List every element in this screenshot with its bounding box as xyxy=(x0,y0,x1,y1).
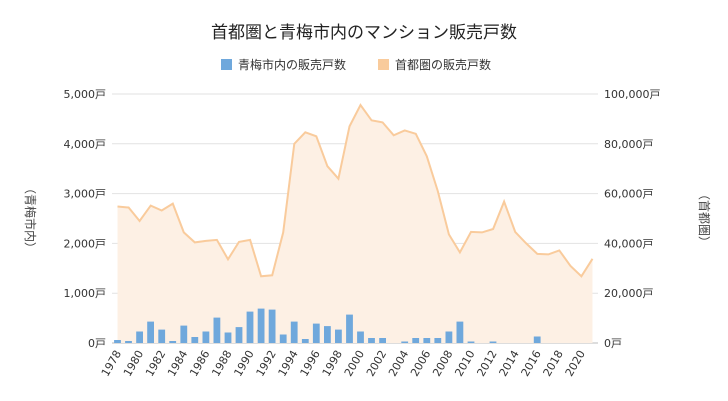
ome-bar xyxy=(445,331,453,343)
x-tick-label: 2004 xyxy=(386,348,411,379)
left-tick-label: 0戸 xyxy=(88,337,106,350)
right-tick-label: 80,000戸 xyxy=(604,138,654,151)
left-axis-label: （青梅市内） xyxy=(23,182,38,254)
x-tick-label: 1978 xyxy=(99,348,124,379)
x-tick-label: 1986 xyxy=(187,348,212,379)
legend: 青梅市内の販売戸数 首都圏の販売戸数 xyxy=(221,57,491,72)
ome-bar xyxy=(202,331,210,343)
ome-bar xyxy=(357,331,364,343)
legend-label-shutoken: 首都圏の販売戸数 xyxy=(395,57,491,72)
x-tick-label: 1994 xyxy=(276,348,301,379)
x-axis-ticks: 1978198019821984198619881990199219941996… xyxy=(99,348,588,379)
ome-bar xyxy=(257,308,265,343)
right-tick-label: 0戸 xyxy=(604,337,622,350)
ome-bar xyxy=(412,338,420,343)
ome-bar xyxy=(224,332,232,343)
x-tick-label: 2016 xyxy=(519,348,544,379)
x-tick-label: 1984 xyxy=(165,348,190,379)
ome-bar xyxy=(379,338,386,343)
ome-bar xyxy=(312,323,320,343)
ome-bar xyxy=(235,327,243,343)
right-tick-label: 100,000戸 xyxy=(604,88,661,101)
ome-bar xyxy=(434,338,442,343)
ome-bar xyxy=(191,337,199,343)
right-axis-ticks: 0戸 20,000戸 40,000戸 60,000戸 80,000戸 100,000戸 xyxy=(604,88,661,350)
ome-bar xyxy=(401,341,409,343)
left-tick-label: 3,000戸 xyxy=(64,188,107,201)
x-tick-label: 1992 xyxy=(254,348,279,379)
ome-bar xyxy=(324,326,331,343)
x-tick-label: 1990 xyxy=(231,348,256,379)
x-tick-label: 1996 xyxy=(298,348,323,379)
left-axis-ticks: 0戸 1,000戸 2,000戸 3,000戸 4,000戸 5,000戸 xyxy=(64,88,107,350)
left-tick-label: 4,000戸 xyxy=(64,138,107,151)
ome-bar xyxy=(301,339,309,343)
shutoken-area-line xyxy=(117,103,594,278)
ome-bar xyxy=(114,340,121,343)
x-tick-label: 2000 xyxy=(342,348,367,379)
shutoken-area-series xyxy=(117,103,594,343)
x-tick-label: 1998 xyxy=(320,348,345,379)
ome-bar xyxy=(423,338,431,343)
ome-bar xyxy=(533,336,541,343)
ome-bar xyxy=(180,325,188,343)
ome-bar xyxy=(368,338,375,343)
ome-bar xyxy=(279,334,287,343)
legend-label-ome: 青梅市内の販売戸数 xyxy=(238,57,346,72)
chart-title: 首都圏と青梅市内のマンション販売戸数 xyxy=(211,23,517,43)
x-tick-label: 2018 xyxy=(541,348,566,379)
left-tick-label: 5,000戸 xyxy=(64,88,107,101)
ome-bar xyxy=(169,341,177,343)
ome-bar xyxy=(147,321,154,343)
x-tick-label: 2012 xyxy=(474,348,499,379)
x-tick-label: 2014 xyxy=(497,348,522,379)
ome-bar xyxy=(346,314,353,343)
legend-swatch-shutoken xyxy=(378,59,389,70)
ome-bar xyxy=(213,317,221,343)
x-tick-label: 2006 xyxy=(408,348,433,379)
x-tick-label: 1980 xyxy=(121,348,146,379)
right-tick-label: 60,000戸 xyxy=(604,188,654,201)
legend-swatch-ome xyxy=(221,59,232,70)
x-tick-label: 2008 xyxy=(430,348,455,379)
ome-bar xyxy=(246,311,254,343)
ome-bar xyxy=(456,321,464,343)
right-tick-label: 40,000戸 xyxy=(604,237,654,250)
ome-bar xyxy=(136,331,143,343)
left-tick-label: 1,000戸 xyxy=(64,287,107,300)
x-tick-label: 2020 xyxy=(563,348,588,379)
x-tick-label: 2002 xyxy=(364,348,389,379)
x-tick-label: 1988 xyxy=(209,348,234,379)
ome-bar xyxy=(335,329,342,343)
ome-bar xyxy=(467,341,475,343)
right-axis-label: （首都圏） xyxy=(697,188,711,248)
shutoken-area-fill xyxy=(117,105,593,343)
x-tick-label: 2010 xyxy=(452,348,477,379)
ome-bar xyxy=(489,341,497,343)
ome-bar xyxy=(290,321,298,343)
right-tick-label: 20,000戸 xyxy=(604,287,654,300)
ome-bar xyxy=(158,329,166,343)
ome-bar-series xyxy=(114,308,541,343)
ome-bar xyxy=(268,309,276,343)
x-tick-label: 1982 xyxy=(143,348,168,379)
ome-bar xyxy=(125,341,132,343)
left-tick-label: 2,000戸 xyxy=(64,237,107,250)
